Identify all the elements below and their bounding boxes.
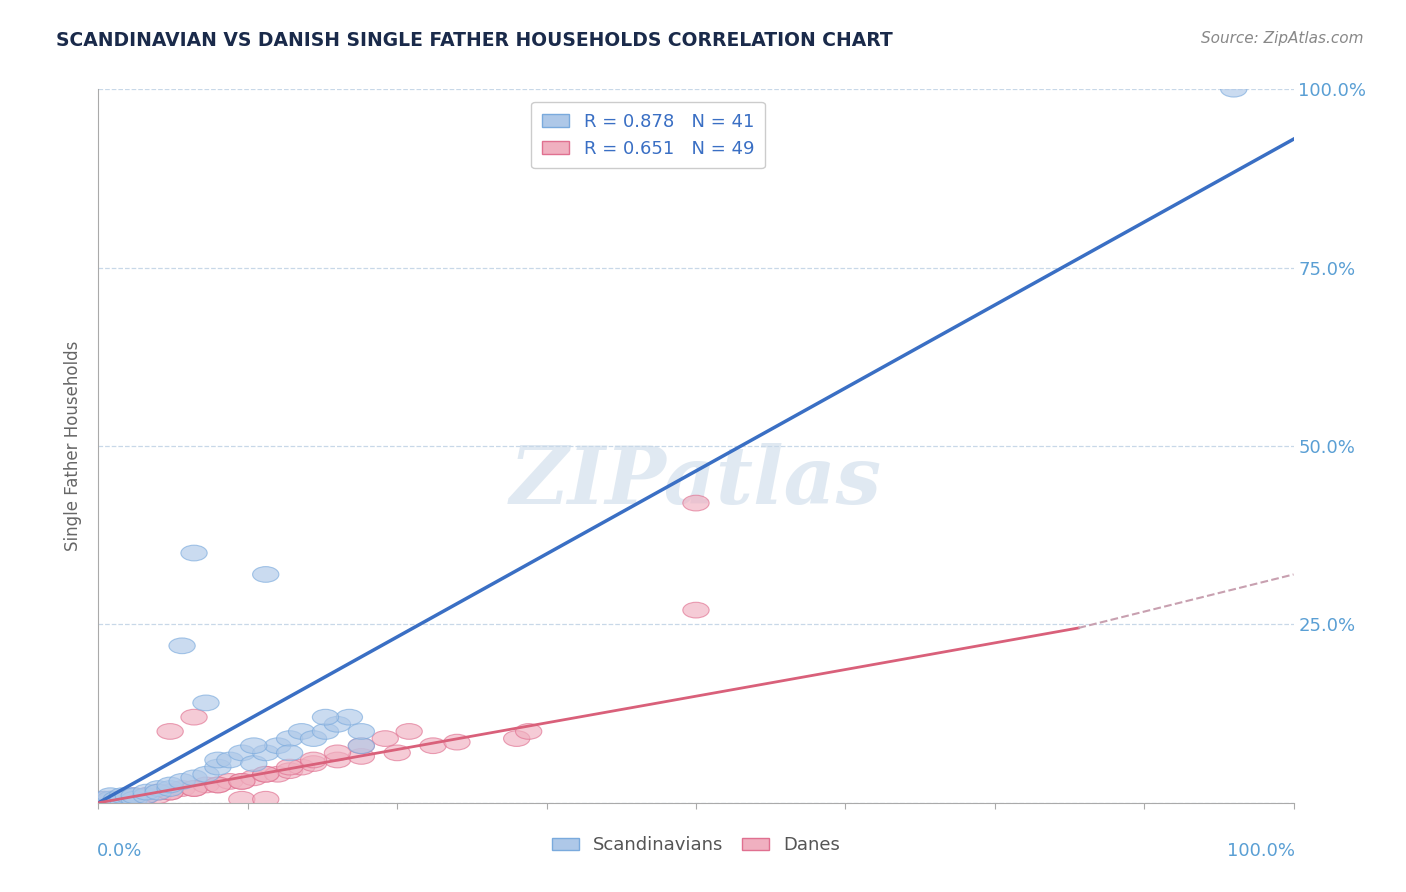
Ellipse shape bbox=[516, 723, 541, 739]
Ellipse shape bbox=[264, 766, 291, 782]
Ellipse shape bbox=[444, 734, 470, 750]
Ellipse shape bbox=[181, 780, 207, 797]
Ellipse shape bbox=[205, 777, 231, 793]
Ellipse shape bbox=[683, 602, 709, 618]
Ellipse shape bbox=[193, 766, 219, 782]
Ellipse shape bbox=[157, 777, 183, 793]
Ellipse shape bbox=[169, 638, 195, 654]
Ellipse shape bbox=[134, 788, 159, 804]
Ellipse shape bbox=[115, 791, 142, 807]
Ellipse shape bbox=[115, 788, 142, 804]
Ellipse shape bbox=[157, 723, 183, 739]
Ellipse shape bbox=[157, 780, 183, 797]
Ellipse shape bbox=[240, 770, 267, 786]
Ellipse shape bbox=[217, 752, 243, 768]
Ellipse shape bbox=[134, 784, 159, 800]
Ellipse shape bbox=[145, 784, 172, 800]
Ellipse shape bbox=[181, 709, 207, 725]
Ellipse shape bbox=[181, 770, 207, 786]
Ellipse shape bbox=[277, 745, 302, 761]
Ellipse shape bbox=[145, 780, 172, 797]
Ellipse shape bbox=[312, 709, 339, 725]
Ellipse shape bbox=[169, 780, 195, 797]
Ellipse shape bbox=[97, 791, 124, 807]
Ellipse shape bbox=[312, 723, 339, 739]
Ellipse shape bbox=[396, 723, 422, 739]
Ellipse shape bbox=[229, 745, 254, 761]
Ellipse shape bbox=[336, 709, 363, 725]
Ellipse shape bbox=[503, 731, 530, 747]
Ellipse shape bbox=[134, 788, 159, 804]
Ellipse shape bbox=[145, 784, 172, 800]
Ellipse shape bbox=[229, 773, 254, 789]
Ellipse shape bbox=[253, 766, 278, 782]
Ellipse shape bbox=[349, 738, 374, 754]
Ellipse shape bbox=[157, 784, 183, 800]
Ellipse shape bbox=[288, 759, 315, 775]
Ellipse shape bbox=[253, 745, 278, 761]
Ellipse shape bbox=[349, 738, 374, 754]
Ellipse shape bbox=[97, 788, 124, 804]
Ellipse shape bbox=[277, 731, 302, 747]
Ellipse shape bbox=[134, 788, 159, 804]
Ellipse shape bbox=[91, 791, 118, 807]
Ellipse shape bbox=[301, 756, 326, 772]
Ellipse shape bbox=[349, 748, 374, 764]
Ellipse shape bbox=[325, 716, 350, 732]
Ellipse shape bbox=[253, 766, 278, 782]
Ellipse shape bbox=[121, 791, 148, 807]
Ellipse shape bbox=[253, 566, 278, 582]
Ellipse shape bbox=[264, 738, 291, 754]
Ellipse shape bbox=[229, 791, 254, 807]
Ellipse shape bbox=[110, 788, 135, 804]
Ellipse shape bbox=[205, 759, 231, 775]
Ellipse shape bbox=[240, 738, 267, 754]
Ellipse shape bbox=[193, 695, 219, 711]
Ellipse shape bbox=[253, 791, 278, 807]
Ellipse shape bbox=[121, 791, 148, 807]
Ellipse shape bbox=[103, 791, 129, 807]
Text: SCANDINAVIAN VS DANISH SINGLE FATHER HOUSEHOLDS CORRELATION CHART: SCANDINAVIAN VS DANISH SINGLE FATHER HOU… bbox=[56, 31, 893, 50]
Ellipse shape bbox=[240, 756, 267, 772]
Ellipse shape bbox=[277, 763, 302, 779]
Ellipse shape bbox=[1220, 81, 1247, 97]
Ellipse shape bbox=[301, 752, 326, 768]
Ellipse shape bbox=[683, 495, 709, 511]
Ellipse shape bbox=[205, 777, 231, 793]
Ellipse shape bbox=[110, 791, 135, 807]
Text: 100.0%: 100.0% bbox=[1226, 842, 1295, 860]
Ellipse shape bbox=[121, 788, 148, 804]
Ellipse shape bbox=[229, 773, 254, 789]
Ellipse shape bbox=[325, 745, 350, 761]
Ellipse shape bbox=[169, 773, 195, 789]
Ellipse shape bbox=[110, 791, 135, 807]
Ellipse shape bbox=[373, 731, 398, 747]
Ellipse shape bbox=[121, 788, 148, 804]
Text: ZIPatlas: ZIPatlas bbox=[510, 443, 882, 520]
Ellipse shape bbox=[97, 791, 124, 807]
Ellipse shape bbox=[288, 723, 315, 739]
Ellipse shape bbox=[301, 731, 326, 747]
Text: 0.0%: 0.0% bbox=[97, 842, 142, 860]
Ellipse shape bbox=[145, 788, 172, 804]
Ellipse shape bbox=[384, 745, 411, 761]
Ellipse shape bbox=[181, 545, 207, 561]
Ellipse shape bbox=[349, 723, 374, 739]
Ellipse shape bbox=[325, 752, 350, 768]
Ellipse shape bbox=[103, 791, 129, 807]
Ellipse shape bbox=[205, 752, 231, 768]
Ellipse shape bbox=[157, 784, 183, 800]
Ellipse shape bbox=[97, 791, 124, 807]
Ellipse shape bbox=[91, 791, 118, 807]
Y-axis label: Single Father Households: Single Father Households bbox=[65, 341, 83, 551]
Text: Source: ZipAtlas.com: Source: ZipAtlas.com bbox=[1201, 31, 1364, 46]
Ellipse shape bbox=[181, 780, 207, 797]
Legend: Scandinavians, Danes: Scandinavians, Danes bbox=[544, 830, 848, 862]
Ellipse shape bbox=[420, 738, 446, 754]
Ellipse shape bbox=[277, 759, 302, 775]
Ellipse shape bbox=[193, 777, 219, 793]
Ellipse shape bbox=[217, 773, 243, 789]
